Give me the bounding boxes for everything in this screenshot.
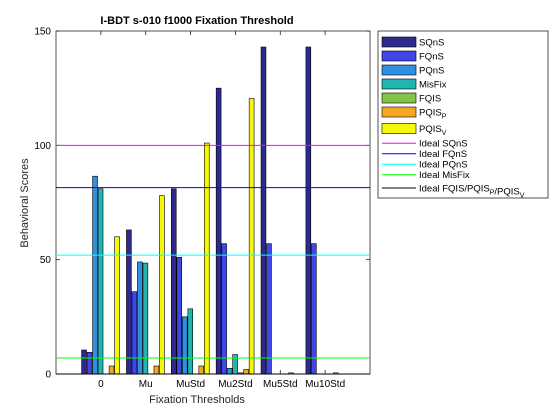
bar-sqns-0 xyxy=(81,349,87,375)
x-tick-label: MuStd xyxy=(176,379,205,390)
y-tick-label: 100 xyxy=(34,141,51,152)
bar-pqns-mu xyxy=(137,261,143,375)
legend-swatch-fqns xyxy=(381,50,417,62)
bar-misfix-mustd xyxy=(187,308,194,375)
bar-pqis-v-mustd xyxy=(204,142,210,375)
bar-sqns-mu2std xyxy=(215,87,222,375)
legend-label-ideal-sqns: Ideal SQnS xyxy=(419,139,468,150)
bar-sqns-mu10std xyxy=(305,46,312,375)
legend-swatch-pqis-p xyxy=(381,106,417,118)
legend-swatch-pqis-v xyxy=(381,123,417,134)
bar-pqis-p-mu xyxy=(153,365,160,375)
bar-misfix-mu2std xyxy=(232,354,238,375)
x-tick-label: Mu10Std xyxy=(305,379,345,390)
bar-misfix-0 xyxy=(97,188,104,375)
legend-label-pqns: PQnS xyxy=(419,65,444,76)
legend-label-pqis-v: PQISV xyxy=(419,124,447,137)
legend-swatch-misfix xyxy=(381,78,417,90)
x-tick-label: Mu5Std xyxy=(263,379,297,390)
y-tick-label: 50 xyxy=(40,255,52,266)
bar-sqns-mu5std xyxy=(260,46,267,375)
x-axis-label: Fixation Thresholds xyxy=(149,394,245,406)
bar-sqns-mu xyxy=(126,229,132,375)
bar-pqis-v-mu2std xyxy=(248,98,255,375)
bar-fqns-0 xyxy=(86,351,93,375)
bar-pqis-v-0 xyxy=(114,236,120,375)
legend: SQnS FQnS PQnS MisFix FQIS PQISP PQISV Ideal SQ… xyxy=(377,30,549,199)
legend-swatch-fqis xyxy=(381,92,417,104)
axes-box xyxy=(55,30,371,375)
bar-fqns-mu2std xyxy=(221,243,227,375)
legend-label-misfix: MisFix xyxy=(419,79,447,90)
bar-pqis-p-mu2std xyxy=(243,369,249,375)
plot-area: 0 50 100 150 0 Mu MuStd Mu2Std Mu5Std Mu10Std xyxy=(34,27,371,390)
legend-label-sqns: SQnS xyxy=(419,37,444,48)
x-tick-label: Mu xyxy=(139,379,153,390)
legend-label-ideal-fqns: Ideal FQnS xyxy=(419,149,467,160)
bar-pqis-p-mustd xyxy=(198,365,205,375)
legend-label-ideal-pqns: Ideal PQnS xyxy=(419,160,468,171)
x-tick-label: Mu2Std xyxy=(218,379,252,390)
bar-pqis-p-0 xyxy=(108,365,115,375)
legend-swatch-pqns xyxy=(381,64,417,76)
x-tick-label: 0 xyxy=(98,379,104,390)
y-axis-label: Behavioral Scores xyxy=(19,158,31,248)
bar-pqns-0 xyxy=(92,175,98,375)
y-tick-label: 150 xyxy=(34,27,51,38)
legend-label-fqns: FQnS xyxy=(419,51,444,62)
bar-fqns-mu10std xyxy=(311,243,317,375)
legend-label-fqis: FQIS xyxy=(419,93,441,104)
chart-title: I-BDT s-010 f1000 Fixation Threshold xyxy=(100,15,293,27)
legend-swatch-sqns xyxy=(381,36,417,48)
bar-pqis-v-mu xyxy=(159,195,165,375)
bar-fqns-mu xyxy=(131,291,138,375)
bar-fqns-mu5std xyxy=(266,243,272,375)
bar-sqns-mustd xyxy=(171,188,177,375)
bar-misfix-mu xyxy=(142,262,149,375)
legend-label-ideal-misfix: Ideal MisFix xyxy=(419,170,470,181)
bar-pqns-mustd xyxy=(182,316,188,375)
bar-pqns-mu2std xyxy=(226,367,233,375)
y-tick-label: 0 xyxy=(45,370,51,381)
legend-label-pqis-p: PQISP xyxy=(419,107,447,120)
bar-fqns-mustd xyxy=(176,257,183,375)
legend-label-ideal-fqis-pqis-p-pqis-v: Ideal FQIS/PQISP/PQISV xyxy=(419,183,525,199)
